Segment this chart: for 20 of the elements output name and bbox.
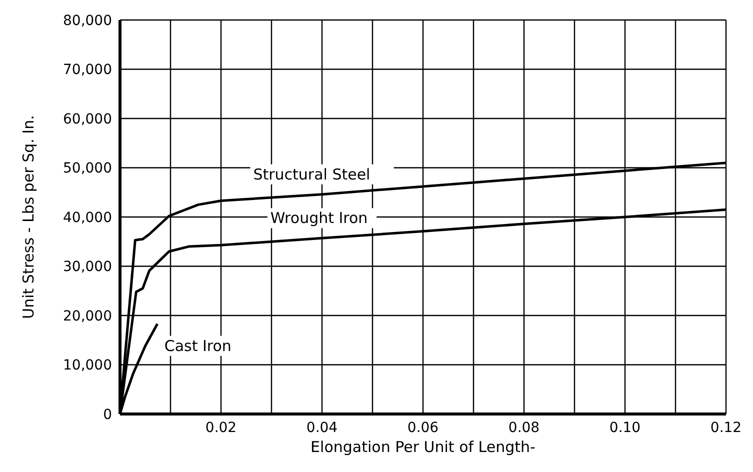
series-label: Structural Steel [253, 165, 370, 184]
y-tick-label: 50,000 [63, 160, 112, 177]
x-tick-label: 0.10 [609, 420, 641, 436]
y-tick-label: 30,000 [63, 259, 112, 276]
y-tick-label: 60,000 [63, 111, 112, 128]
x-tick-label: 0.08 [508, 420, 540, 436]
y-tick-label: 40,000 [63, 210, 112, 226]
y-tick-label: 10,000 [63, 358, 112, 374]
x-tick-label: 0.04 [306, 420, 338, 436]
y-tick-label: 20,000 [63, 308, 112, 324]
x-tick-label: 0.02 [205, 420, 237, 436]
x-tick-label: 0.06 [407, 420, 439, 436]
y-axis-title: Unit Stress - Lbs per Sq. In. [19, 115, 38, 319]
y-tick-label: 70,000 [63, 62, 112, 78]
series-label: Cast Iron [164, 336, 232, 355]
y-tick-label: 80,000 [63, 12, 112, 29]
series-label: Wrought Iron [270, 209, 368, 228]
y-tick-label: 0 [103, 406, 112, 423]
x-axis-title: Elongation Per Unit of Length- [310, 438, 536, 456]
x-tick-label: 0.12 [710, 420, 742, 436]
